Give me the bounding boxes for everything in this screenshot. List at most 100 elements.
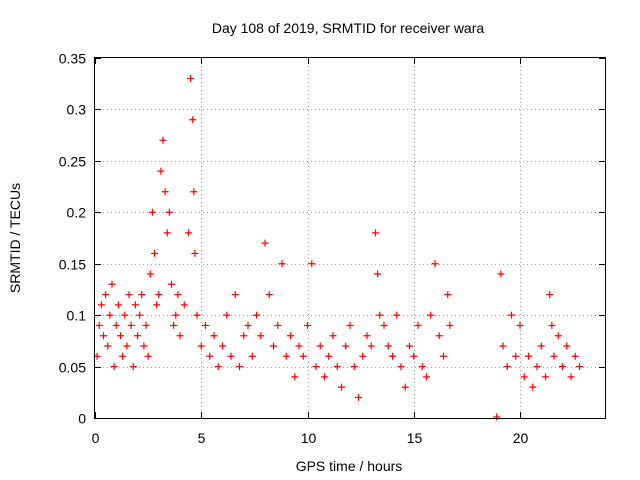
x-tick-label: 0: [92, 430, 100, 446]
data-point: [253, 311, 260, 319]
data-point: [134, 332, 141, 340]
data-point: [414, 321, 422, 329]
y-tick-label: 0.1: [67, 308, 87, 324]
data-point: [295, 342, 303, 350]
y-tick-label: 0: [78, 411, 86, 427]
data-point: [576, 363, 583, 371]
data-point: [401, 383, 409, 391]
data-point: [503, 363, 511, 371]
data-point: [446, 321, 454, 329]
data-point: [248, 352, 256, 360]
data-point: [312, 363, 320, 371]
data-point: [174, 291, 182, 299]
data-point: [520, 373, 528, 381]
data-point: [231, 291, 239, 299]
data-point: [278, 260, 286, 268]
data-point: [151, 249, 158, 257]
data-point: [333, 363, 341, 371]
data-point: [431, 260, 439, 268]
data-point: [214, 363, 222, 371]
tick-labels: 0 0.05 0.1 0.15 0.2 0.25 0.3 0.35 0 5 10 15 20: [59, 51, 529, 447]
data-point: [163, 229, 171, 237]
data-point: [427, 311, 435, 319]
data-point: [244, 321, 252, 329]
data-point: [563, 342, 571, 350]
y-tick-label: 0.35: [59, 51, 86, 67]
data-point: [100, 332, 107, 340]
grid-lines: [95, 58, 605, 418]
data-point: [363, 332, 371, 340]
data-point: [291, 373, 299, 381]
data-point: [161, 188, 169, 196]
data-point: [554, 332, 562, 340]
chart-title: Day 108 of 2019, SRMTID for receiver war…: [212, 20, 485, 36]
data-point: [257, 332, 265, 340]
data-point: [265, 291, 273, 299]
data-point: [219, 342, 226, 350]
x-tick-label: 10: [301, 430, 317, 446]
x-tick-label: 20: [513, 430, 529, 446]
data-point: [223, 311, 231, 319]
data-point: [117, 332, 124, 340]
data-point: [240, 332, 248, 340]
data-point: [435, 332, 443, 340]
data-point: [153, 301, 161, 309]
data-point: [170, 321, 178, 329]
data-point: [321, 373, 328, 381]
data-point: [193, 311, 201, 319]
data-point: [497, 270, 505, 278]
data-point: [202, 321, 209, 329]
data-point: [380, 321, 388, 329]
data-point: [123, 342, 131, 350]
data-point: [138, 291, 146, 299]
data-point: [127, 321, 135, 329]
data-point: [444, 291, 452, 299]
data-point: [125, 291, 133, 299]
data-point: [144, 352, 152, 360]
data-point: [140, 342, 148, 350]
data-point: [325, 352, 333, 360]
data-point: [110, 363, 118, 371]
data-point: [155, 291, 163, 299]
data-point: [282, 352, 290, 360]
data-point: [106, 311, 114, 319]
data-point: [571, 352, 579, 360]
y-tick-label: 0.25: [59, 154, 86, 170]
data-point: [190, 188, 198, 196]
data-point: [529, 383, 537, 391]
data-point: [542, 373, 549, 381]
data-point: [367, 342, 375, 350]
data-point: [159, 136, 167, 144]
data-point: [537, 342, 545, 350]
y-tick-label: 0.05: [59, 360, 86, 376]
y-tick-label: 0.3: [67, 102, 87, 118]
data-point: [189, 116, 197, 124]
data-point: [342, 342, 350, 350]
data-point: [148, 208, 156, 216]
data-point: [180, 301, 188, 309]
data-point: [418, 363, 426, 371]
data-point: [550, 352, 558, 360]
data-point: [227, 352, 235, 360]
data-point: [329, 332, 337, 340]
data-point: [102, 291, 110, 299]
data-point: [206, 352, 214, 360]
data-point: [512, 352, 520, 360]
data-point: [304, 321, 311, 329]
data-point: [525, 352, 532, 360]
data-point: [261, 239, 269, 247]
x-axis-label: GPS time / hours: [296, 458, 403, 474]
data-point: [308, 260, 316, 268]
data-point: [346, 321, 354, 329]
data-point: [316, 342, 324, 350]
data-point: [397, 363, 405, 371]
data-point: [410, 352, 418, 360]
y-tick-label: 0.2: [67, 205, 87, 221]
data-point: [287, 332, 294, 340]
data-point: [359, 352, 367, 360]
data-point: [546, 291, 554, 299]
data-point: [131, 301, 139, 309]
data-point: [299, 352, 307, 360]
data-point: [97, 301, 105, 309]
data-point: [355, 393, 362, 401]
